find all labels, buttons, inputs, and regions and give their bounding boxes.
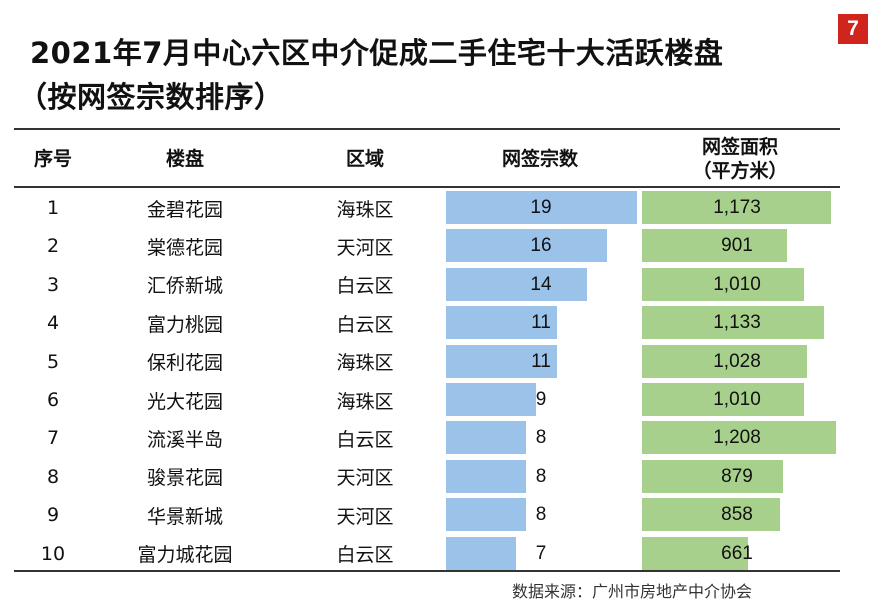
count-bar (446, 498, 527, 532)
area-bar (642, 229, 787, 263)
row-district: 海珠区 (336, 198, 394, 221)
count-label: 11 (531, 312, 551, 334)
chart-subtitle: （按网签宗数排序） (18, 80, 284, 114)
row-estate: 金碧花园 (146, 198, 223, 221)
area-bar (642, 306, 825, 340)
area-label: 1,028 (713, 350, 761, 372)
area-bar (642, 267, 805, 301)
row-estate: 华景新城 (146, 505, 223, 528)
row-district: 海珠区 (336, 352, 394, 375)
count-label: 11 (531, 350, 551, 372)
area-label: 858 (721, 504, 753, 526)
area-bar (642, 498, 780, 532)
row-district: 白云区 (336, 313, 394, 336)
count-label: 8 (535, 465, 547, 487)
row-estate: 汇侨新城 (146, 275, 223, 298)
area-bar (642, 191, 831, 224)
count-bar (446, 306, 557, 340)
area-bar (642, 421, 837, 455)
count-label: 19 (530, 197, 552, 218)
count-bar (446, 383, 537, 416)
area-bar (642, 536, 749, 570)
area-label: 661 (721, 542, 753, 564)
count-bar (446, 191, 637, 224)
area-label: 879 (721, 465, 753, 487)
count-label: 8 (535, 504, 547, 526)
count-label: 14 (530, 273, 552, 295)
source-note: 数据来源：广州市房地产中介协会 (512, 582, 753, 601)
area-label: 1,173 (713, 197, 761, 218)
area-label: 1,010 (713, 389, 761, 410)
table-header-rule (14, 186, 840, 188)
row-district: 天河区 (336, 505, 394, 528)
row-district: 白云区 (336, 544, 394, 567)
count-label: 16 (530, 235, 552, 257)
row-estate: 流溪半岛 (146, 428, 223, 451)
row-rank: 8 (46, 465, 60, 488)
chart-title: 2021年7月中心六区中介促成二手住宅十大活跃楼盘 (30, 36, 724, 70)
header-district: 区域 (345, 148, 384, 170)
row-estate: 骏景花园 (146, 467, 223, 490)
count-bar (446, 229, 607, 263)
row-rank: 5 (46, 350, 60, 373)
row-rank: 6 (46, 389, 60, 411)
header-area-line1: 网签面积 (701, 136, 778, 158)
row-district: 天河区 (336, 236, 394, 259)
count-bar (446, 536, 517, 570)
row-rank: 10 (40, 542, 66, 565)
row-district: 天河区 (336, 467, 394, 490)
count-bar (446, 459, 527, 493)
row-rank: 2 (46, 235, 60, 258)
header-area-line2: （平方米） (692, 160, 788, 182)
row-district: 白云区 (336, 275, 394, 298)
row-rank: 4 (46, 312, 60, 335)
row-estate: 棠德花园 (146, 236, 223, 259)
count-label: 8 (535, 427, 547, 449)
row-district: 海珠区 (336, 390, 394, 413)
row-rank: 9 (46, 504, 60, 527)
row-estate: 富力城花园 (137, 544, 233, 567)
area-label: 1,208 (713, 427, 761, 449)
row-district: 白云区 (336, 428, 394, 451)
count-bar (446, 267, 587, 301)
row-estate: 保利花园 (146, 352, 223, 375)
count-bar (446, 344, 557, 378)
area-bar (642, 459, 784, 493)
area-label: 1,010 (713, 273, 761, 295)
table-top-rule (14, 128, 840, 130)
row-rank: 7 (46, 427, 60, 450)
area-label: 1,133 (713, 312, 761, 334)
count-bar (446, 421, 527, 455)
count-label: 9 (535, 389, 547, 410)
row-rank: 1 (46, 197, 60, 219)
header-estate: 楼盘 (165, 148, 204, 170)
page-number-badge: 7 (838, 14, 868, 44)
row-estate: 光大花园 (146, 390, 223, 413)
row-rank: 3 (46, 273, 60, 296)
header-area: 网签面积 （平方米） (640, 133, 840, 185)
row-estate: 富力桃园 (146, 313, 223, 336)
area-label: 901 (721, 235, 753, 257)
header-rank: 序号 (33, 148, 72, 170)
area-bar (642, 344, 808, 378)
count-label: 7 (535, 542, 547, 564)
table-bottom-rule (14, 570, 840, 572)
area-bar (642, 383, 805, 416)
header-count: 网签宗数 (501, 148, 578, 170)
